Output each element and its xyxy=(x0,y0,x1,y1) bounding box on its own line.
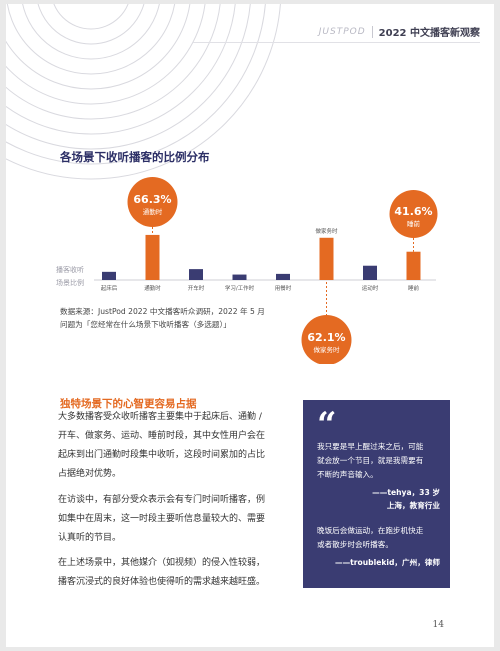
brand-logo: JUSTPOD xyxy=(318,26,366,37)
header-title: 2022 中文播客新观察 xyxy=(378,28,480,39)
callout-bubble-1 xyxy=(301,315,352,364)
quote-line: 不断的声音输入。 xyxy=(317,470,378,479)
quote-text-2: 晚饭后会做运动，在跑步机快走 或者散步时会听播客。 xyxy=(317,524,441,552)
page-number: 14 xyxy=(432,620,444,630)
callout-bubble-2 xyxy=(389,190,438,238)
bar-3 xyxy=(232,274,247,280)
header-rule xyxy=(192,42,480,43)
paragraph-line: 在上述场景中，其他媒介（如视频）的侵入性较弱， xyxy=(58,558,266,568)
category-label-3: 学习/工作时 xyxy=(225,284,255,292)
callout-value-1: 62.1% xyxy=(307,331,345,344)
paragraph-line: 开车、做家务、运动、睡前时段，其中女性用户会在 xyxy=(58,431,266,441)
quote-author-name: ——tehya，33 岁 xyxy=(372,488,440,497)
category-label-6: 运动时 xyxy=(362,284,379,292)
paragraph-line: 大多数播客受众收听播客主要集中于起床后、通勤 / xyxy=(58,412,262,422)
header: JUSTPOD 2022 中文播客新观察 xyxy=(319,24,480,39)
source-note: 数据来源：JustPod 2022 中文播客听众调研，2022 年 5 月 问题… xyxy=(60,305,265,331)
paragraph-line: 如集中在周末，这一时段主要听信息量较大的、需要 xyxy=(58,514,266,524)
bar-2 xyxy=(189,269,203,280)
callout-value-2: 41.6% xyxy=(394,205,432,218)
paragraph-2: 在访谈中，有部分受众表示会有专门时间听播客，例 如集中在周末，这一时段主要听信息… xyxy=(58,491,280,548)
category-label-0: 起床后 xyxy=(101,284,118,292)
source-line-1: 数据来源：JustPod 2022 中文播客听众调研，2022 年 5 月 xyxy=(60,307,265,316)
quote-author-2: ——troublekid，广州，律师 xyxy=(334,558,440,567)
callout-label-1: 做家务时 xyxy=(314,345,341,354)
paragraph-line: 占据绝对优势。 xyxy=(58,469,122,479)
paragraph-1: 大多数播客受众收听播客主要集中于起床后、通勤 / 开车、做家务、运动、睡前时段，… xyxy=(58,408,280,484)
bar-6 xyxy=(363,265,377,280)
bar-4 xyxy=(276,273,290,280)
callout-value-0: 66.3% xyxy=(133,193,171,206)
category-label-5: 做家务时 xyxy=(315,227,338,235)
header-divider xyxy=(371,25,373,38)
quote-line: 就会放一个节目，就是我需要有 xyxy=(317,456,424,465)
bar-1 xyxy=(145,234,160,280)
category-label-2: 开车时 xyxy=(188,284,205,292)
section-title: 各场景下收听播客的比例分布 xyxy=(60,150,210,164)
page: JUSTPOD 2022 中文播客新观察 各场景下收听播客的比例分布 播客收听场… xyxy=(6,4,494,647)
quote-line: 我只要是早上醒过来之后，可能 xyxy=(317,442,424,451)
callout-label-2: 睡前 xyxy=(407,219,421,228)
subsection-title: 独特场景下的心智更容易占据 xyxy=(60,398,197,410)
y-axis-label-line-2: 场景比例 xyxy=(56,278,84,287)
quote-text-1: 我只要是早上醒过来之后，可能 就会放一个节目，就是我需要有 不断的声音输入。 xyxy=(317,440,441,482)
quote-line: 或者散步时会听播客。 xyxy=(317,540,393,549)
quote-box: “ 我只要是早上醒过来之后，可能 就会放一个节目，就是我需要有 不断的声音输入。… xyxy=(303,400,450,588)
category-label-1: 通勤时 xyxy=(144,284,161,292)
callout-label-0: 通勤时 xyxy=(143,207,163,216)
paragraph-3: 在上述场景中，其他媒介（如视频）的侵入性较弱， 播客沉浸式的良好体验也使得听的需… xyxy=(58,554,280,592)
bar-0 xyxy=(102,271,116,280)
decorative-arcs xyxy=(6,4,281,180)
category-label-4: 用餐时 xyxy=(275,284,292,292)
paragraph-line: 在访谈中，有部分受众表示会有专门时间听播客，例 xyxy=(58,495,266,505)
paragraph-line: 起床到出门通勤时段集中收听，这段时间累加的占比 xyxy=(58,450,266,460)
callout-bubble-0 xyxy=(127,177,178,227)
paragraph-line: 认真听的节目。 xyxy=(58,533,122,543)
bar-5 xyxy=(319,237,334,280)
quote-mark-icon: “ xyxy=(317,405,337,445)
y-axis-label-line-1: 播客收听 xyxy=(56,265,84,274)
quote-author-detail: 上海，教育行业 xyxy=(386,501,440,510)
paragraph-line: 播客沉浸式的良好体验也使得听的需求越来越旺盛。 xyxy=(58,577,266,587)
category-label-7: 睡前 xyxy=(408,284,420,292)
source-line-2: 问题为「您经常在什么场景下收听播客（多选题）」 xyxy=(60,320,231,329)
quote-author-1: ——tehya，33 岁 上海，教育行业 xyxy=(372,486,440,512)
quote-line: 晚饭后会做运动，在跑步机快走 xyxy=(317,526,424,535)
bar-7 xyxy=(406,251,421,280)
